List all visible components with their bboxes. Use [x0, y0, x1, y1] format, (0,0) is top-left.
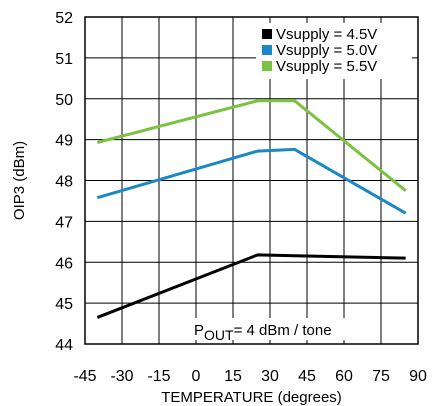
y-tick-label: 50	[55, 92, 73, 109]
x-axis-title: TEMPERATURE (degrees)	[161, 389, 342, 406]
x-tick-label: 0	[192, 368, 201, 385]
x-tick-label: 90	[409, 368, 427, 385]
annotation-background	[190, 318, 366, 340]
legend-swatch	[262, 45, 272, 55]
legend-label: Vsupply = 5.0V	[276, 42, 377, 59]
pout-annotation-rest: = 4 dBm / tone	[234, 322, 332, 339]
x-tick-label: 15	[224, 368, 242, 385]
y-tick-labels: 44 45 46 47 48 49 50 51 52	[55, 10, 73, 354]
pout-annotation: POUT= 4 dBm / tone	[194, 322, 332, 343]
legend-swatch	[262, 61, 272, 71]
series-line	[96, 147, 407, 215]
x-tick-label: -15	[147, 368, 170, 385]
pout-annotation-p: P	[194, 322, 204, 339]
legend-background	[256, 23, 412, 79]
y-tick-label: 47	[55, 214, 73, 231]
pout-annotation-sub: OUT	[204, 327, 234, 343]
legend-label: Vsupply = 4.5V	[276, 26, 377, 43]
y-axis-title: OIP3 (dBm)	[11, 141, 28, 220]
series-lines	[96, 99, 407, 319]
y-tick-label: 48	[55, 174, 73, 191]
x-tick-label: 75	[372, 368, 390, 385]
y-tick-label: 45	[55, 296, 73, 313]
annotation-box: POUT= 4 dBm / tone	[190, 318, 366, 343]
x-tick-labels: -45 -30 -15 0 15 30 45 60 75 90	[73, 368, 427, 385]
legend-swatch	[262, 29, 272, 39]
y-tick-label: 49	[55, 133, 73, 150]
series-line	[96, 99, 407, 192]
x-tick-label: 45	[298, 368, 316, 385]
x-tick-label: 60	[335, 368, 353, 385]
x-tick-label: -45	[73, 368, 96, 385]
plot-frame	[84, 16, 419, 345]
x-tick-label: 30	[261, 368, 279, 385]
legend-label: Vsupply = 5.5V	[276, 58, 377, 75]
y-tick-label: 51	[55, 51, 73, 68]
series-line	[96, 253, 406, 319]
y-tick-label: 44	[55, 337, 73, 354]
x-tick-label: -30	[110, 368, 133, 385]
y-tick-label: 52	[55, 10, 73, 27]
y-tick-label: 46	[55, 255, 73, 272]
